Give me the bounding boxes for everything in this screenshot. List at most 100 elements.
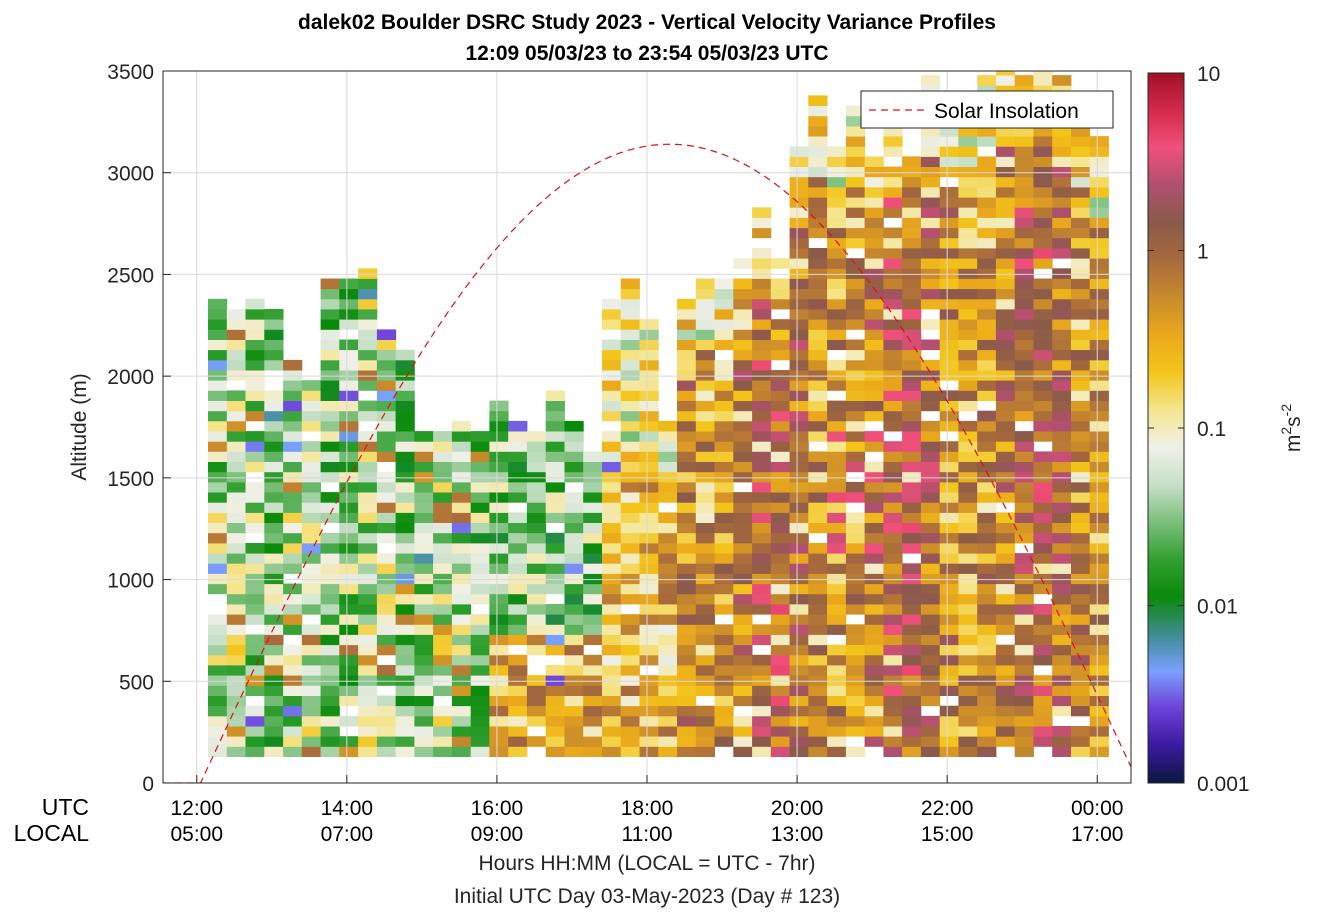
heatmap-cell [883,420,903,432]
heatmap-cell [1071,309,1091,320]
heatmap-cell [1052,248,1072,259]
heatmap-cell [320,512,340,523]
heatmap-cell [1014,319,1034,330]
heatmap-cell [358,634,378,646]
heatmap-cell [920,268,941,279]
heatmap-cell [564,654,584,666]
heatmap-cell [602,624,622,635]
heatmap-cell [1033,298,1053,310]
heatmap-cell [939,563,959,574]
heatmap-cell [752,726,772,737]
heatmap-cell [845,654,866,666]
heatmap-cell [808,166,828,178]
heatmap-cell [358,471,378,483]
heatmap-cell [1071,359,1091,371]
heatmap-cell [958,349,978,361]
heatmap-cell [714,604,734,615]
heatmap-cell [564,543,584,554]
heatmap-cell [1014,431,1034,442]
heatmap-cell [1033,675,1053,686]
heatmap-cell [1071,136,1091,147]
heatmap-cell [677,705,697,717]
heatmap-cell [564,644,584,656]
heatmap-cell [208,624,228,635]
heatmap-cell [733,370,753,381]
heatmap-cell [695,298,715,310]
heatmap-cell [864,431,884,442]
heatmap-cell [658,583,678,595]
heatmap-cell [845,380,866,391]
heatmap-cell [864,298,884,310]
heatmap-cell [658,665,678,676]
heatmap-cell [752,654,772,666]
heatmap-cell [827,512,847,523]
heatmap-cell [1052,441,1072,452]
heatmap-cell [883,207,903,218]
heatmap-cell [1033,563,1053,574]
heatmap-cell [451,746,472,757]
heatmap-cell [208,410,228,422]
heatmap-cell [545,451,565,462]
heatmap-cell [902,634,922,646]
heatmap-cell [714,288,734,300]
heatmap-cell [752,492,772,503]
heatmap-cell [358,278,378,290]
heatmap-cell [564,705,584,717]
heatmap-cell [1071,573,1091,585]
heatmap-cell [414,522,434,534]
heatmap-cell [977,288,997,300]
heatmap-cell [358,644,378,656]
heatmap-cell [470,695,490,707]
heatmap-cell [733,675,753,686]
heatmap-cell [902,339,922,351]
heatmap-cell [264,624,284,635]
heatmap-cell [1052,563,1072,574]
heatmap-cell [958,217,978,229]
heatmap-cell [902,481,922,493]
heatmap-cell [395,451,415,462]
heatmap-cell [1089,197,1109,208]
heatmap-cell [602,583,622,595]
heatmap-cell [358,319,378,330]
heatmap-cell [883,481,903,493]
heatmap-cell [827,278,847,290]
heatmap-cell [1089,217,1109,229]
heatmap-cell [564,522,584,534]
heatmap-cell [320,532,340,544]
heatmap-cell [602,644,622,656]
heatmap-cell [264,410,284,422]
heatmap-cell [695,593,715,605]
heatmap-cell [414,695,434,707]
heatmap-cell [545,502,565,513]
heatmap-cell [695,370,715,381]
heatmap-cell [620,532,640,544]
x-tick-label-utc: 18:00 [621,797,674,820]
heatmap-cell [395,573,415,585]
heatmap-cell [264,339,284,351]
heatmap-cell [358,288,378,300]
heatmap-cell [958,604,978,615]
heatmap-cell [301,563,321,574]
heatmap-cell [264,481,284,493]
heatmap-cell [845,431,866,442]
heatmap-cell [958,400,978,412]
x-tick-label-local: 05:00 [170,823,223,846]
heatmap-cell [508,471,528,483]
heatmap-cell [939,532,959,544]
heatmap-cell [733,441,753,452]
heatmap-cell [977,532,997,544]
heatmap-cell [695,492,715,503]
heatmap-cell [508,573,528,585]
heatmap-cell [733,502,753,513]
heatmap-cell [1052,573,1072,585]
heatmap-cell [864,248,884,259]
heatmap-cell [470,644,490,656]
heatmap-cell [864,583,884,595]
heatmap-cell [301,380,321,391]
heatmap-cell [470,665,490,676]
heatmap-cell [939,451,959,462]
heatmap-cell [789,298,809,310]
heatmap-cell [245,604,265,615]
heatmap-cell [977,339,997,351]
heatmap-cell [433,553,453,564]
